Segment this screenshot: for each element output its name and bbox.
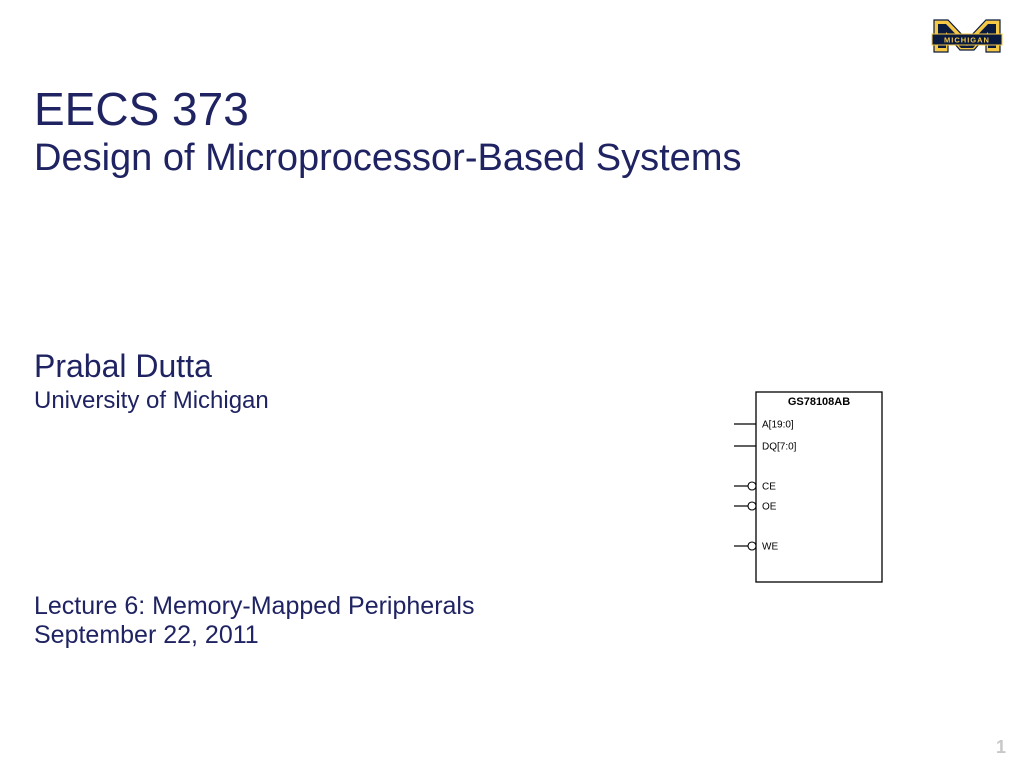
course-name: Design of Microprocessor-Based Systems [34, 137, 741, 180]
chip-part-number: GS78108AB [788, 396, 850, 408]
chip-pin-label: OE [762, 502, 777, 513]
institution: University of Michigan [34, 387, 269, 415]
chip-pin-label: A[19:0] [762, 420, 794, 431]
page-number: 1 [996, 737, 1006, 758]
lecture-date: September 22, 2011 [34, 621, 474, 650]
title-block: EECS 373 Design of Microprocessor-Based … [34, 84, 741, 180]
logo-banner-text: MICHIGAN [944, 36, 990, 45]
chip-pin-label: WE [762, 542, 778, 553]
lecture-block: Lecture 6: Memory-Mapped Peripherals Sep… [34, 592, 474, 650]
course-code: EECS 373 [34, 84, 741, 135]
chip-pin-label: CE [762, 482, 776, 493]
author-name: Prabal Dutta [34, 348, 269, 385]
lecture-title: Lecture 6: Memory-Mapped Peripherals [34, 592, 474, 621]
author-block: Prabal Dutta University of Michigan [34, 348, 269, 415]
chip-pin-label: DQ[7:0] [762, 442, 797, 453]
michigan-logo: MICHIGAN [928, 10, 1006, 66]
chip-diagram: GS78108AB A[19:0] DQ[7:0] CE OE WE [728, 388, 888, 586]
